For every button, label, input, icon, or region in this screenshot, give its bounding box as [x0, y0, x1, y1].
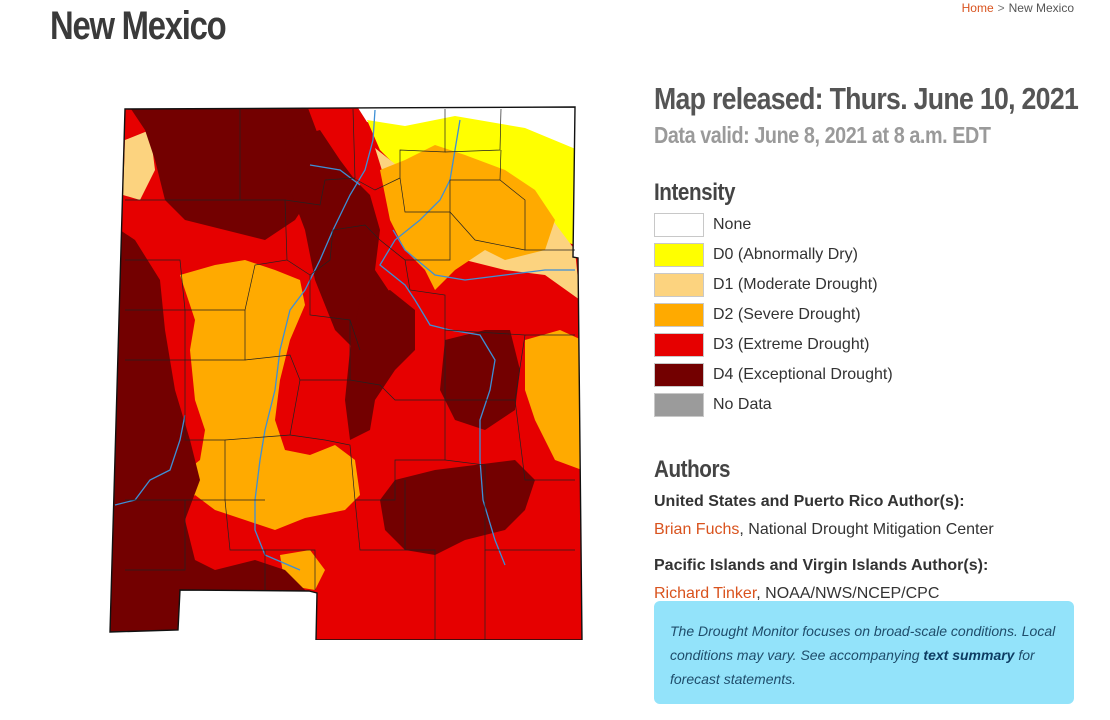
region-none: [353, 107, 582, 160]
legend-item-d4: D4 (Exceptional Drought): [654, 360, 1079, 390]
authors-heading: Authors: [654, 456, 731, 483]
breadcrumb-separator: >: [997, 1, 1005, 15]
region-d1-nw: [123, 130, 155, 200]
legend-item-d2: D2 (Severe Drought): [654, 300, 1079, 330]
author-name-link[interactable]: Richard Tinker: [654, 585, 757, 602]
legend-swatch: [654, 393, 704, 417]
author-group-label: United States and Puerto Rico Author(s):: [654, 493, 965, 510]
intensity-heading: Intensity: [654, 179, 736, 206]
legend-label: D1 (Moderate Drought): [713, 276, 878, 293]
legend-swatch: [654, 273, 704, 297]
drought-map: [105, 100, 590, 640]
page-title: New Mexico: [50, 4, 227, 48]
notice-text: The Drought Monitor focuses on broad-sca…: [670, 623, 1056, 663]
river-pecos: [379, 119, 506, 566]
legend-code: D1: [713, 276, 734, 293]
region-d4-south: [380, 460, 535, 555]
author-name-link[interactable]: Brian Fuchs: [654, 521, 740, 538]
legend-code: D4: [713, 366, 734, 383]
new-mexico-drought-map-svg: [109, 106, 583, 640]
legend-code: D2: [713, 306, 734, 323]
legend-item-d0: D0 (Abnormally Dry): [654, 240, 1079, 270]
map-info-panel: Map released: Thurs. June 10, 2021 Data …: [654, 80, 1079, 605]
legend-label: D2 (Severe Drought): [713, 306, 861, 323]
author-line: Richard Tinker, NOAA/NWS/NCEP/CPC: [654, 583, 1079, 605]
breadcrumb: Home > New Mexico: [962, 1, 1074, 15]
intensity-legend: None D0 (Abnormally Dry) D1 (Moderate Dr…: [654, 210, 1079, 420]
county-borders: [125, 108, 575, 640]
legend-item-no-data: No Data: [654, 390, 1079, 420]
legend-code: D0: [713, 246, 734, 263]
author-affiliation: , National Drought Mitigation Center: [739, 521, 994, 538]
legend-swatch: [654, 243, 704, 267]
region-d0: [367, 116, 582, 250]
legend-item-d1: D1 (Moderate Drought): [654, 270, 1079, 300]
legend-item-none: None: [654, 210, 1079, 240]
text-summary-link[interactable]: text summary: [923, 647, 1015, 663]
breadcrumb-home-link[interactable]: Home: [961, 1, 994, 15]
author-group-us: United States and Puerto Rico Author(s):…: [654, 491, 1079, 541]
region-d2-se: [525, 330, 582, 470]
river-san-juan: [309, 164, 361, 186]
river-gila: [114, 414, 186, 506]
legend-code: D3: [713, 336, 734, 353]
region-d2-central: [175, 260, 360, 530]
notice-text-end: for forecast statements.: [670, 647, 1035, 687]
legend-label: D0 (Abnormally Dry): [713, 246, 858, 263]
legend-swatch: [654, 303, 704, 327]
data-valid-date: Data valid: June 8, 2021 at 8 a.m. EDT: [654, 122, 991, 148]
region-d4-west: [110, 107, 320, 240]
river-canadian: [392, 229, 575, 281]
author-group-pacific: Pacific Islands and Virgin Islands Autho…: [654, 555, 1079, 605]
author-affiliation: , NOAA/NWS/NCEP/CPC: [756, 585, 940, 602]
legend-item-d3: D3 (Extreme Drought): [654, 330, 1079, 360]
map-released-date: Map released: Thurs. June 10, 2021: [654, 81, 1079, 116]
legend-label: D3 (Extreme Drought): [713, 336, 870, 353]
region-d4-central: [345, 290, 415, 440]
breadcrumb-current: New Mexico: [1008, 1, 1074, 15]
rivers: [114, 109, 575, 571]
drought-regions: [110, 107, 582, 640]
legend-swatch: [654, 363, 704, 387]
legend-swatch: [654, 333, 704, 357]
region-d4-west-strip: [110, 220, 315, 640]
legend-label: No Data: [713, 396, 772, 413]
legend-label: D4 (Exceptional Drought): [713, 366, 893, 383]
region-d2-ne: [380, 145, 555, 290]
drought-monitor-notice: The Drought Monitor focuses on broad-sca…: [654, 601, 1074, 704]
author-group-label: Pacific Islands and Virgin Islands Autho…: [654, 557, 989, 574]
author-line: Brian Fuchs, National Drought Mitigation…: [654, 519, 1079, 541]
legend-swatch: [654, 213, 704, 237]
legend-label: None: [713, 216, 752, 233]
region-d4-east: [440, 330, 520, 430]
